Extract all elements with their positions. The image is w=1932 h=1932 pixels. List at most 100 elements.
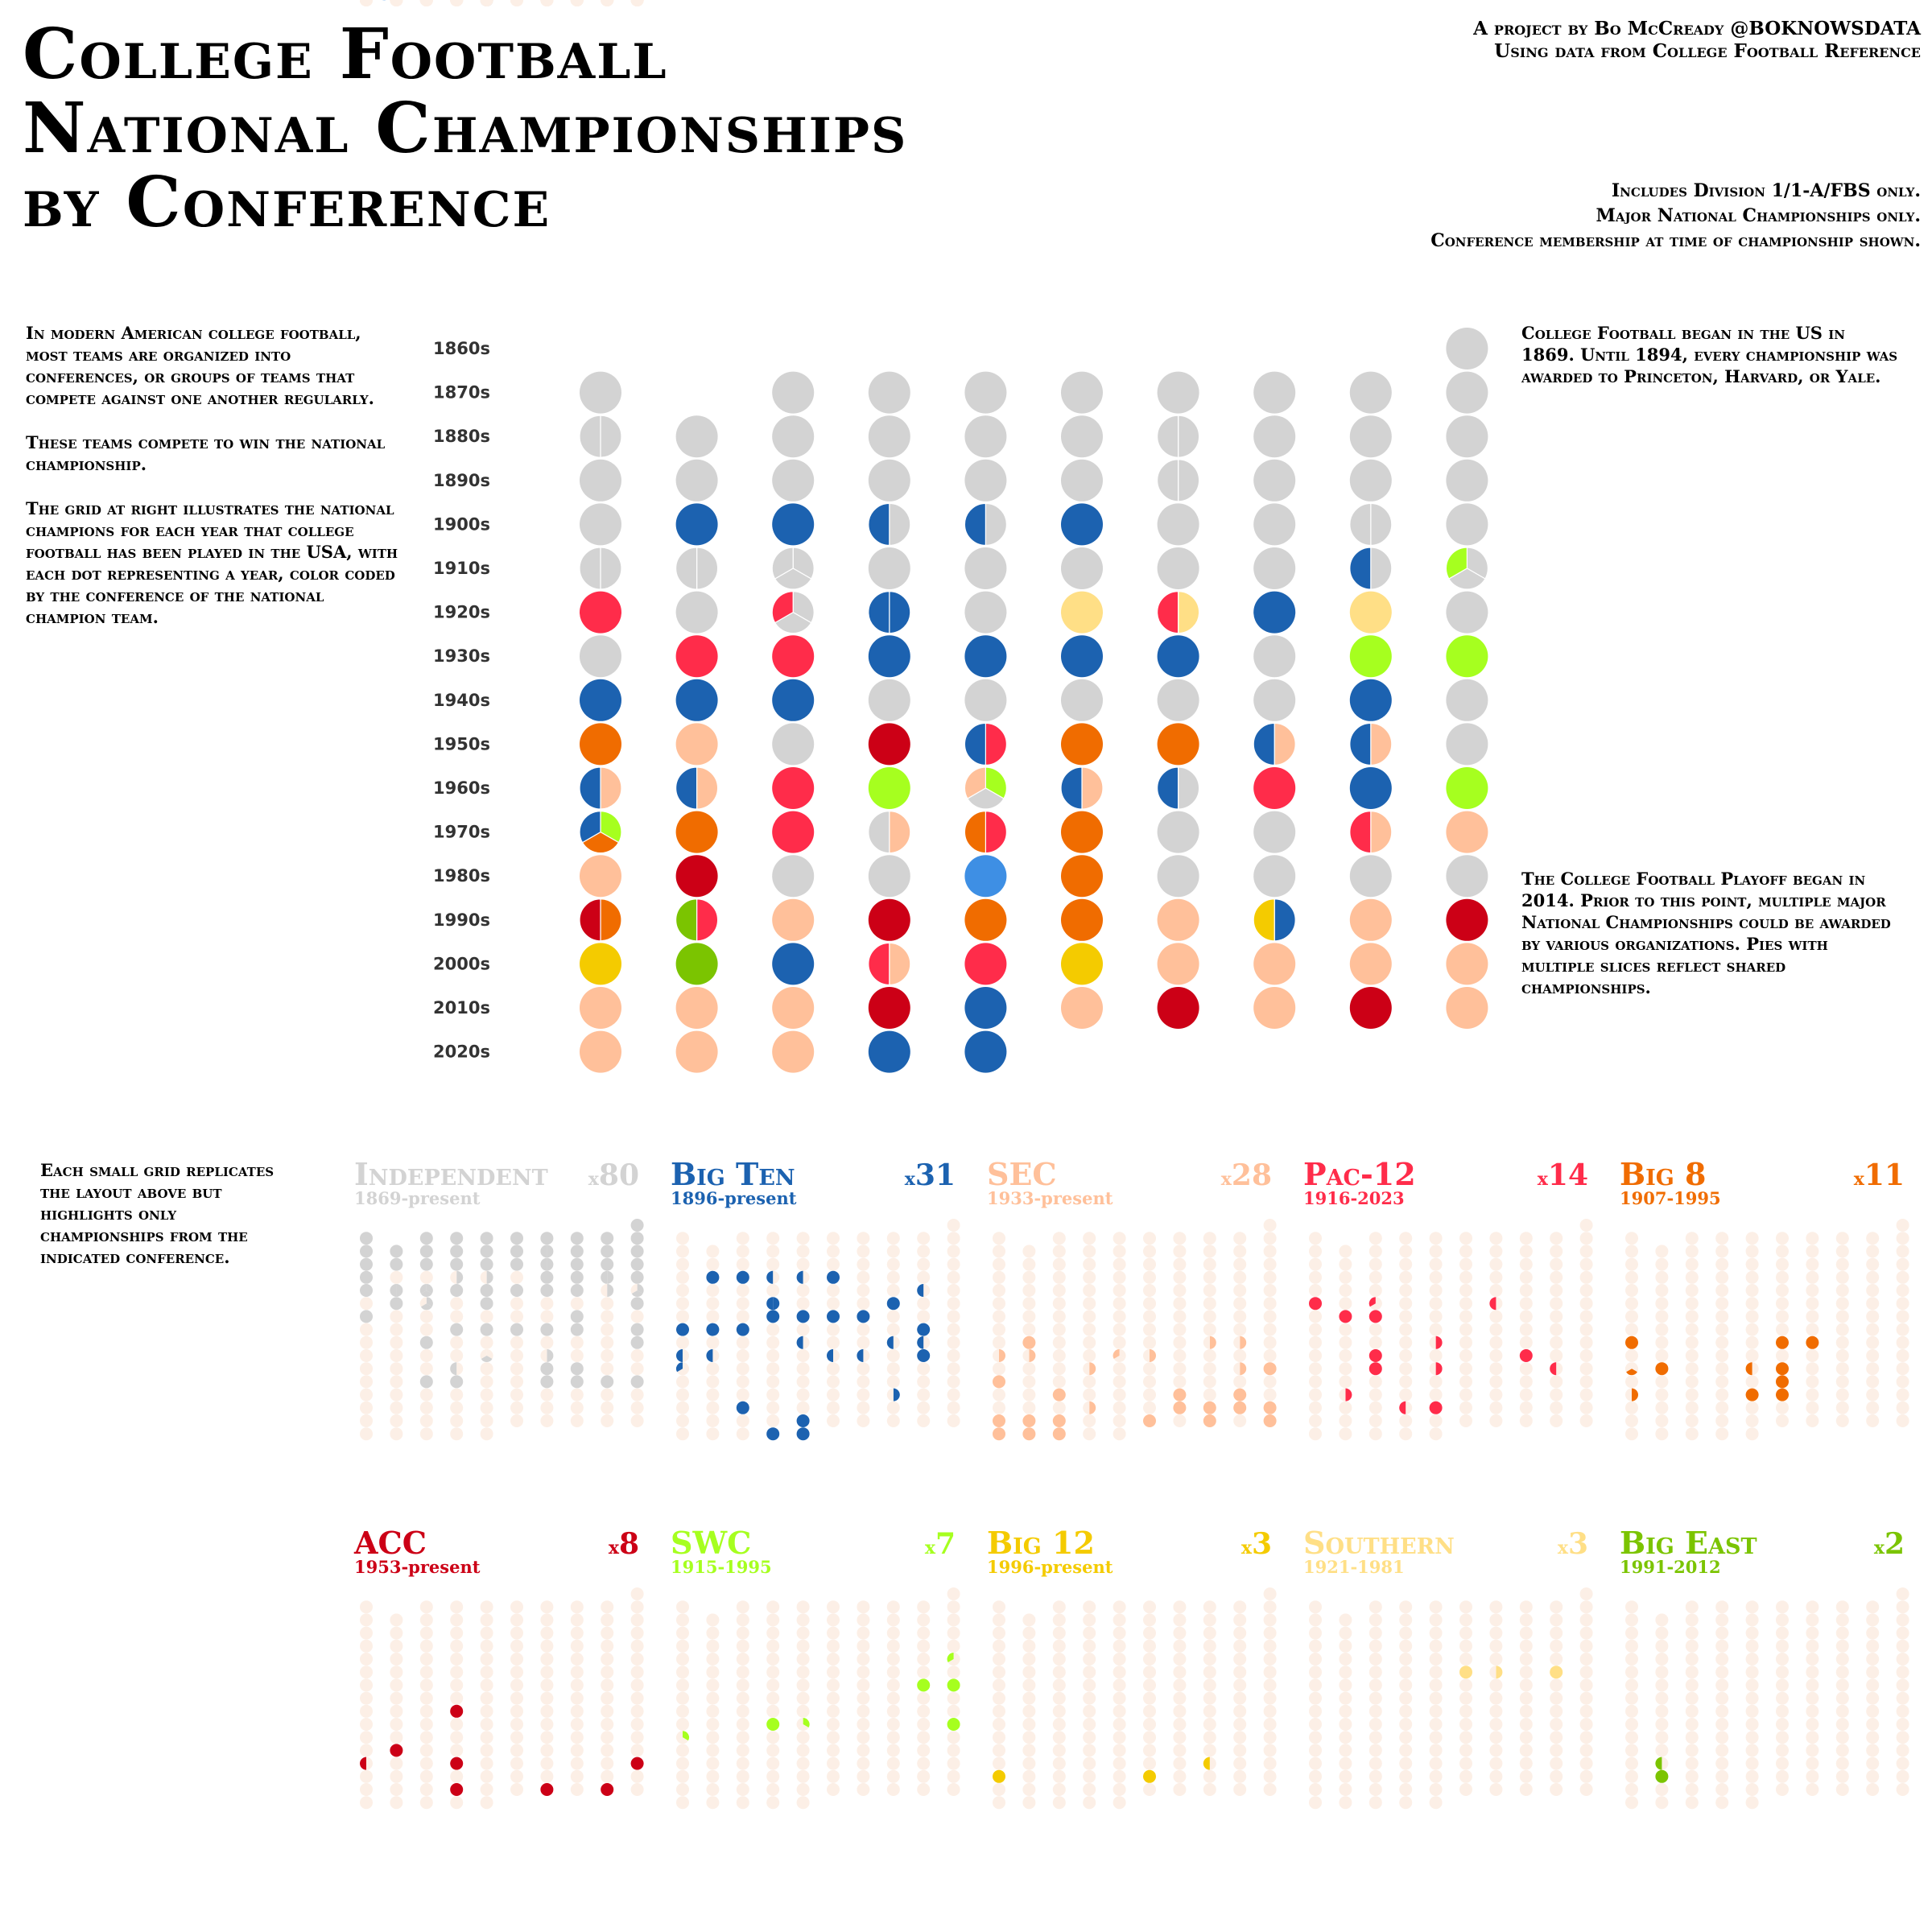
mini-dot-1964 <box>1745 1718 1759 1731</box>
mini-dot-1978 <box>917 1362 931 1376</box>
mini-dot-1869 <box>630 1219 644 1232</box>
mini-dot-1984 <box>1113 1375 1126 1389</box>
main-dot-1949 <box>1446 679 1488 721</box>
mini-dot-1915 <box>827 1284 840 1297</box>
decade-label: 1930s <box>433 646 490 666</box>
main-dot-2014 <box>964 987 1007 1029</box>
mini-dot-1912 <box>736 1284 749 1297</box>
mini-dot-1889 <box>630 1613 644 1627</box>
mini-dot-1891 <box>390 1257 403 1271</box>
main-dot-1957-slice-1 <box>1253 722 1275 766</box>
mini-dot-1946 <box>857 1691 870 1705</box>
mini-dot-1980 <box>360 1375 373 1389</box>
mini-dot-2019 <box>1263 1414 1277 1427</box>
mini-dot-2012 <box>736 1783 749 1796</box>
mini-dot-1894 <box>796 1626 810 1640</box>
mini-dot-2019 <box>630 1783 644 1796</box>
main-dot-1975 <box>1061 811 1103 853</box>
mini-dot-1954-slice-0 <box>1435 1335 1443 1349</box>
mini-dot-1869 <box>1896 1587 1909 1600</box>
mini-dot-1965-slice-1 <box>1143 1349 1150 1362</box>
mini-dot-1927 <box>1519 1297 1533 1311</box>
mini-dot-1966 <box>1489 1349 1503 1362</box>
mini-dot-1882 <box>1685 1613 1699 1627</box>
decade-label: 1860s <box>433 339 490 358</box>
main-dot-2023 <box>868 1030 910 1073</box>
main-dot-1985 <box>1061 855 1103 898</box>
mini-dot-1966 <box>1806 1718 1819 1731</box>
mini-dot-1973 <box>766 1731 780 1744</box>
mini-dot-1896 <box>857 1257 870 1271</box>
mini-dot-1988 <box>1233 1375 1247 1389</box>
mini-dot-1946 <box>540 1691 554 1705</box>
mini-dot-1869 <box>1263 1587 1277 1600</box>
mini-dot-1946 <box>1173 1691 1187 1705</box>
mini-dot-1898 <box>1233 1626 1247 1640</box>
mini-dot-1885 <box>827 1613 840 1627</box>
mini-dot-1960-slice-0 <box>999 1349 1005 1362</box>
mini-dot-2016 <box>1173 1414 1187 1427</box>
main-dot-1970-slice-2 <box>579 810 601 844</box>
main-dot-2018 <box>1349 987 1392 1029</box>
mini-dot-1928 <box>1233 1666 1247 1679</box>
mini-dot-1965 <box>510 1349 523 1362</box>
mini-dot-2016 <box>540 1783 554 1796</box>
mini-dot-2014 <box>480 1783 493 1796</box>
mini-dot-1869 <box>630 1587 644 1600</box>
mini-dot-1904 <box>1113 1639 1126 1653</box>
mini-dot-1976 <box>540 1362 554 1376</box>
mini-dot-1959 <box>630 1704 644 1718</box>
main-dot-1955 <box>1061 723 1103 766</box>
mini-dot-1932 <box>1368 1678 1382 1692</box>
mini-dot-1968 <box>917 1349 931 1362</box>
mini-dot-1955 <box>1776 1704 1789 1718</box>
mini-dot-1918 <box>1866 1284 1880 1297</box>
mini-dot-1968 <box>1866 1349 1880 1362</box>
mini-dot-1966 <box>857 1718 870 1731</box>
mini-dot-1885 <box>510 1613 523 1627</box>
mini-dot-1962 <box>1685 1718 1699 1731</box>
mini-dot-1918 <box>601 1653 614 1666</box>
mini-dot-1878 <box>1550 1600 1563 1614</box>
mini-dot-1979 <box>1263 1362 1277 1376</box>
main-dot-2008 <box>1349 943 1392 985</box>
mini-dot-1879 <box>630 1600 644 1614</box>
mini-dot-1894 <box>1745 1257 1759 1271</box>
mini-dot-1980 <box>993 1375 1005 1389</box>
mini-dot-2015 <box>1143 1783 1156 1796</box>
mini-dot-1922 <box>1052 1297 1066 1311</box>
mini-dot-1910 <box>993 1284 1005 1297</box>
mini-dot-1980 <box>1309 1744 1322 1757</box>
mini-dot-1960 <box>1625 1349 1638 1362</box>
mini-dot-2001 <box>706 1401 720 1414</box>
mini-dot-1962 <box>1685 1349 1699 1362</box>
mini-dot-2004 <box>796 1401 810 1414</box>
mini-dot-1902 <box>1685 1270 1699 1284</box>
mini-dot-1951 <box>706 1335 720 1349</box>
mini-dot-1911 <box>390 1653 403 1666</box>
mini-dot-1876 <box>1806 1600 1819 1614</box>
mini-dot-1963 <box>1083 1349 1096 1362</box>
mini-dot-1879 <box>630 1232 644 1245</box>
title-line-3: by Conference <box>23 162 551 243</box>
mini-dot-1965 <box>1459 1349 1472 1362</box>
mini-dot-1968 <box>1233 1718 1247 1731</box>
mini-dot-1933 <box>766 1310 780 1323</box>
main-dot-2009 <box>1446 943 1488 985</box>
main-dot-1967 <box>1253 767 1296 809</box>
mini-dot-1956 <box>1806 1335 1819 1349</box>
mini-dot-1979 <box>630 1731 644 1744</box>
mini-dot-2016 <box>1489 1414 1503 1427</box>
mini-dot-1964-slice-1 <box>1113 1356 1125 1363</box>
mini-dot-1948 <box>601 1323 614 1336</box>
panel-title: SEC <box>987 1156 1057 1192</box>
mini-dot-1878 <box>917 1232 931 1245</box>
mini-dot-1992 <box>1052 1757 1066 1770</box>
mini-dot-1954 <box>480 1704 493 1718</box>
mini-dot-1883 <box>1083 1245 1096 1258</box>
mini-dot-2024 <box>796 1796 810 1810</box>
mini-dot-1936 <box>1806 1310 1819 1323</box>
mini-dot-1893 <box>450 1257 464 1271</box>
mini-dot-1978-slice-0 <box>1240 1362 1247 1376</box>
mini-dot-1992 <box>419 1388 433 1402</box>
